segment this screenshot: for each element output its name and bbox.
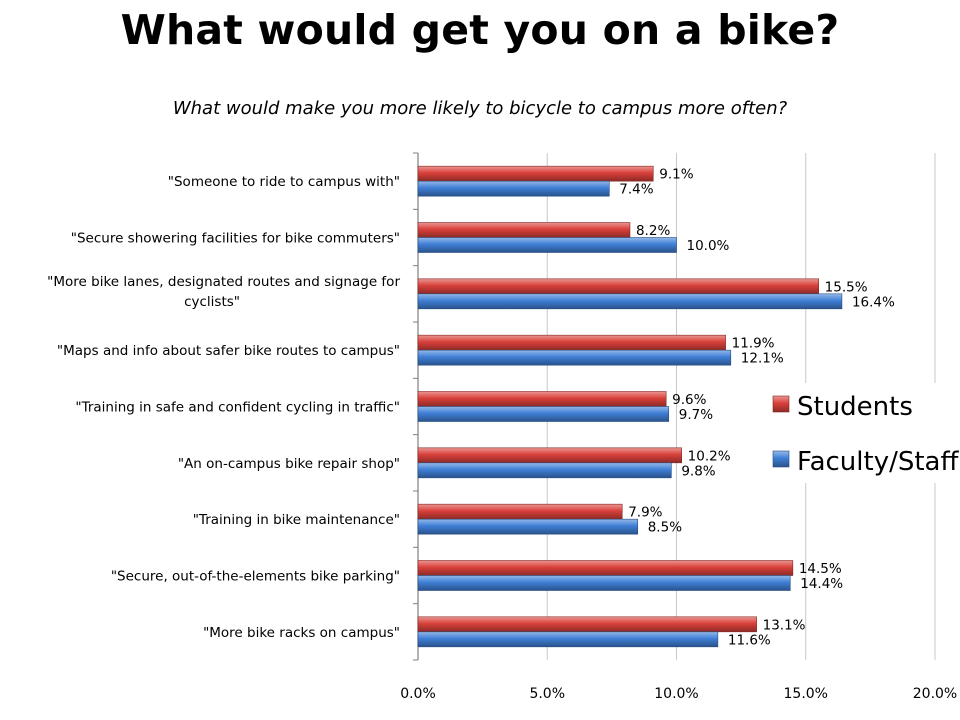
- category-label: "Training in safe and confident cycling …: [75, 400, 400, 416]
- data-label: 9.1%: [659, 167, 693, 183]
- data-label: 8.5%: [648, 520, 682, 536]
- legend-background: [765, 383, 955, 483]
- data-label: 7.9%: [628, 505, 662, 521]
- category-label: "More bike racks on campus": [203, 625, 400, 641]
- data-label: 9.6%: [672, 392, 706, 408]
- data-label: 14.5%: [799, 561, 842, 577]
- bar-students: [417, 616, 757, 633]
- slide-title: What would get you on a bike?: [120, 6, 840, 54]
- category-label: "Maps and info about safer bike routes t…: [57, 343, 400, 359]
- x-tick-label: 15.0%: [784, 686, 828, 702]
- category-label: "Training in bike maintenance": [193, 512, 400, 528]
- bar-faculty-staff: [417, 631, 719, 648]
- data-label: 16.4%: [852, 294, 895, 310]
- bar-students: [417, 447, 682, 464]
- bar-faculty-staff: [417, 180, 610, 197]
- data-label: 12.1%: [741, 351, 784, 367]
- data-label: 10.0%: [687, 238, 730, 254]
- data-label: 7.4%: [619, 182, 653, 198]
- category-label: "Someone to ride to campus with": [168, 174, 400, 190]
- data-label: 14.4%: [800, 576, 843, 592]
- x-tick-label: 20.0%: [913, 686, 957, 702]
- x-tick-label: 0.0%: [400, 686, 436, 702]
- bar-students: [417, 560, 794, 576]
- legend-swatch: [772, 395, 790, 413]
- chart-title: What would make you more likely to bicyc…: [172, 98, 788, 119]
- category-label: cyclists": [184, 294, 240, 310]
- category-label: "An on-campus bike repair shop": [178, 456, 400, 472]
- data-label: 9.7%: [679, 407, 713, 423]
- x-tick-label: 10.0%: [654, 686, 698, 702]
- data-label: 15.5%: [825, 279, 868, 295]
- category-label: "Secure showering facilities for bike co…: [71, 231, 400, 247]
- data-label: 11.6%: [728, 632, 771, 648]
- legend: Students Faculty/Staff: [772, 392, 959, 477]
- bar-students: [417, 222, 631, 238]
- bar-faculty-staff: [417, 293, 843, 310]
- bar-students: [417, 503, 623, 520]
- bar-students: [417, 334, 726, 351]
- category-label: "More bike lanes, designated routes and …: [47, 274, 400, 290]
- bar-students: [417, 278, 819, 295]
- bar-faculty-staff: [417, 406, 670, 422]
- data-label: 10.2%: [688, 448, 731, 464]
- category-label: "Secure, out-of-the-elements bike parkin…: [111, 569, 400, 585]
- legend-swatch: [772, 450, 790, 468]
- data-label: 8.2%: [636, 223, 670, 239]
- data-label: 9.8%: [681, 463, 715, 479]
- legend-label: Students: [797, 392, 913, 422]
- bar-students: [417, 391, 667, 407]
- x-tick-label: 5.0%: [529, 686, 565, 702]
- bar-faculty-staff: [417, 518, 639, 535]
- bar-faculty-staff: [417, 462, 672, 479]
- bar-faculty-staff: [417, 237, 677, 253]
- legend-label: Faculty/Staff: [797, 447, 959, 477]
- bar-faculty-staff: [417, 575, 791, 591]
- bar-faculty-staff: [417, 349, 732, 366]
- data-label: 11.9%: [732, 336, 775, 352]
- data-label: 13.1%: [763, 617, 806, 633]
- bar-students: [417, 165, 654, 182]
